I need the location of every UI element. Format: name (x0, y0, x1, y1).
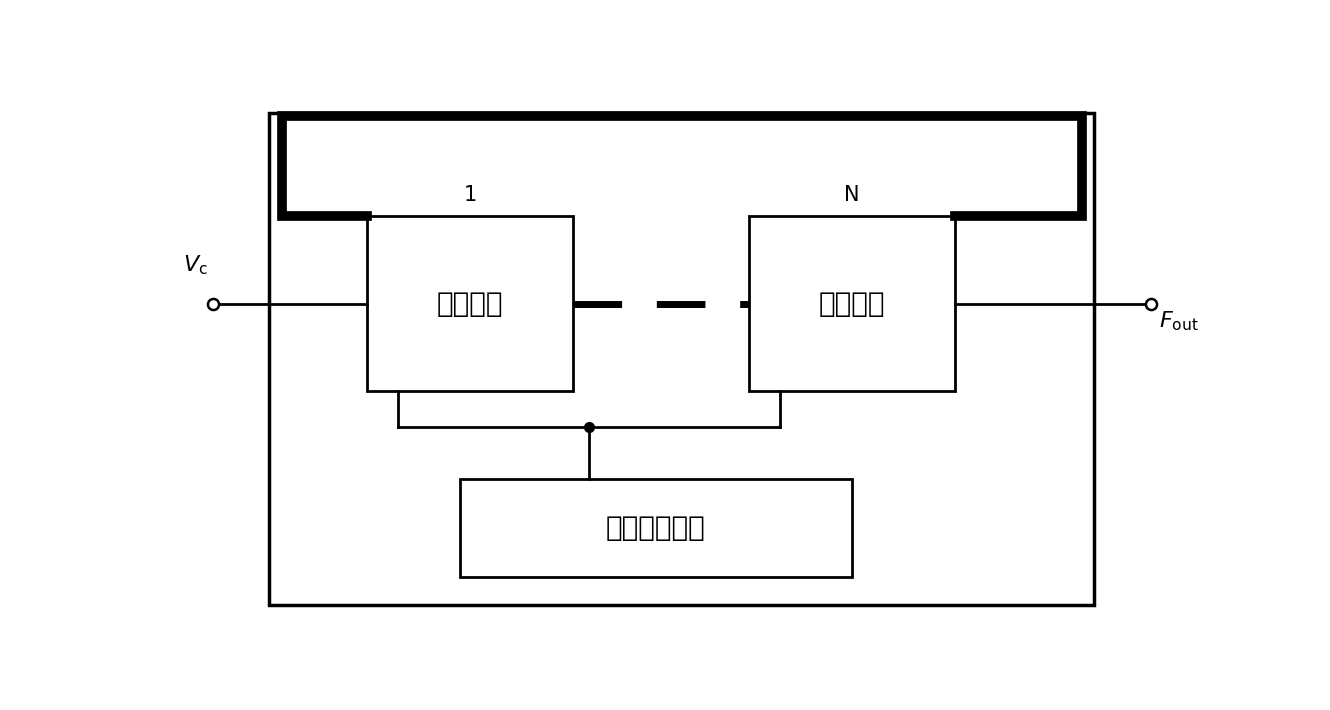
FancyBboxPatch shape (460, 479, 851, 577)
Text: N: N (845, 185, 859, 205)
Text: $V_{\mathrm{c}}$: $V_{\mathrm{c}}$ (182, 253, 207, 277)
FancyBboxPatch shape (367, 217, 573, 391)
Text: 延迟单元: 延迟单元 (438, 290, 504, 318)
FancyBboxPatch shape (749, 217, 955, 391)
FancyBboxPatch shape (269, 112, 1095, 605)
Text: 延迟单元: 延迟单元 (818, 290, 884, 318)
Text: 1: 1 (464, 185, 477, 205)
Text: 温度传感电路: 温度传感电路 (606, 514, 706, 542)
Text: $F_{\mathrm{out}}$: $F_{\mathrm{out}}$ (1158, 310, 1198, 333)
